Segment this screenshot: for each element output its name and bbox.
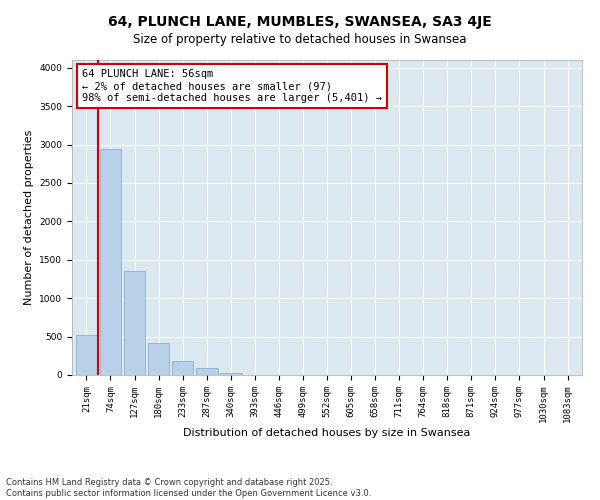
- Bar: [100, 149, 121, 375]
- Text: 64 PLUNCH LANE: 56sqm
← 2% of detached houses are smaller (97)
98% of semi-detac: 64 PLUNCH LANE: 56sqm ← 2% of detached h…: [82, 70, 382, 102]
- Text: 64, PLUNCH LANE, MUMBLES, SWANSEA, SA3 4JE: 64, PLUNCH LANE, MUMBLES, SWANSEA, SA3 4…: [108, 15, 492, 29]
- Bar: [148, 342, 169, 375]
- Bar: [76, 335, 97, 375]
- Text: Contains HM Land Registry data © Crown copyright and database right 2025.
Contai: Contains HM Land Registry data © Crown c…: [6, 478, 371, 498]
- Bar: [172, 361, 193, 375]
- Bar: [220, 372, 242, 375]
- Bar: [124, 272, 145, 375]
- Y-axis label: Number of detached properties: Number of detached properties: [24, 130, 34, 305]
- X-axis label: Distribution of detached houses by size in Swansea: Distribution of detached houses by size …: [184, 428, 470, 438]
- Text: Size of property relative to detached houses in Swansea: Size of property relative to detached ho…: [133, 32, 467, 46]
- Bar: [196, 368, 218, 375]
